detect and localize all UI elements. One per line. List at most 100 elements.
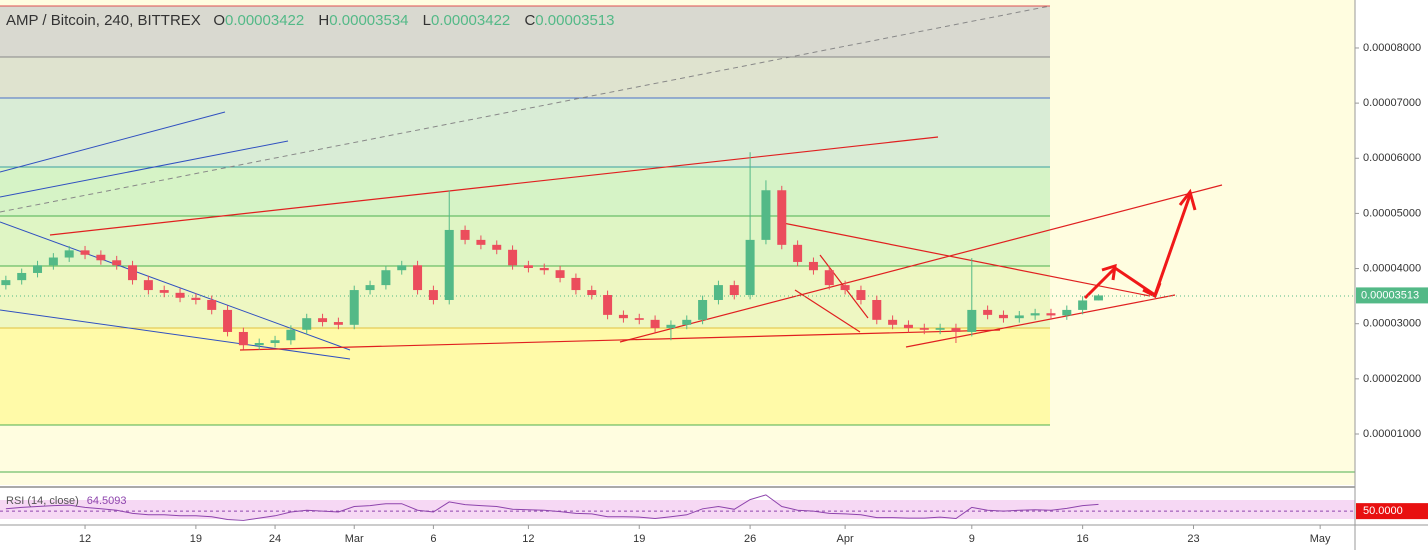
candle-body — [381, 270, 391, 286]
candle-body — [650, 319, 660, 329]
candle-body — [919, 328, 929, 330]
candle-body — [761, 190, 771, 240]
candle-body — [302, 318, 312, 330]
candle-body — [254, 343, 264, 346]
trend-line — [0, 140, 289, 198]
ohlc-value: 0.00003534 — [329, 12, 409, 29]
candle-body — [1046, 313, 1056, 316]
candle-body — [223, 309, 233, 332]
candle-body — [777, 190, 787, 245]
candle-body — [967, 309, 977, 332]
candle-body — [951, 328, 961, 332]
y-tick-label: 0.00001000 — [1363, 428, 1421, 440]
x-tick-label: Mar — [345, 533, 364, 545]
candle-body — [1030, 313, 1040, 316]
trend-line — [905, 294, 1176, 348]
x-tick-label: 19 — [633, 533, 645, 545]
candle-body — [286, 329, 296, 341]
candle-body — [349, 290, 359, 325]
x-tick-label: 23 — [1187, 533, 1199, 545]
x-tick-label: 16 — [1077, 533, 1089, 545]
candle-body — [80, 250, 90, 255]
rsi-header: RSI (14, close) 64.5093 — [6, 495, 127, 507]
ohlc-value: 0.00003422 — [224, 12, 305, 29]
ohlc-key: C — [524, 12, 536, 29]
ohlc-key: L — [422, 12, 432, 29]
rsi-level-label: 50.0000 — [1363, 505, 1403, 517]
drawings — [0, 5, 1355, 473]
candle-body — [888, 319, 898, 325]
candle-body — [1093, 295, 1103, 301]
rsi-value: 64.5093 — [86, 495, 127, 507]
fib-zone — [0, 167, 1050, 216]
candle-body — [856, 290, 866, 300]
candle-body — [476, 239, 486, 245]
y-tick-label: 0.00006000 — [1363, 152, 1421, 164]
candle-body — [460, 229, 470, 240]
trend-line — [0, 111, 226, 173]
trend-line — [619, 184, 1223, 343]
symbol-header: AMP / Bitcoin, 240, BITTREX O0.00003422 … — [6, 12, 625, 29]
candle-body — [1078, 300, 1088, 310]
candle-body — [1014, 315, 1024, 319]
candle-body — [618, 314, 628, 319]
candle-body — [333, 322, 343, 325]
candle-body — [428, 290, 438, 300]
candle-body — [444, 229, 454, 300]
candles — [1, 152, 1103, 350]
arrow-head — [1142, 282, 1162, 299]
candle-body — [508, 249, 518, 266]
candle-body — [17, 272, 27, 281]
candle-body — [539, 268, 549, 271]
symbol-title: AMP / Bitcoin, 240, BITTREX — [6, 12, 201, 29]
candle-body — [698, 299, 708, 320]
candle-body — [587, 290, 597, 296]
trend-line — [239, 329, 1001, 351]
candle-body — [555, 270, 565, 278]
fib-zone — [0, 98, 1050, 167]
candle-body — [143, 280, 153, 291]
trend-line — [0, 309, 351, 360]
trend-line — [0, 5, 1051, 213]
ohlc-key: H — [318, 12, 330, 29]
x-tick-label: Apr — [837, 533, 854, 545]
candle-body — [571, 277, 581, 291]
rsi-title: RSI (14, close) — [6, 495, 79, 507]
fib-zone — [0, 6, 1050, 57]
trend-line — [777, 221, 1151, 297]
candle-body — [935, 328, 945, 330]
candle-body — [1, 280, 11, 286]
candle-body — [840, 285, 850, 291]
candle-body — [112, 260, 122, 266]
candle-body — [64, 250, 74, 258]
candle-body — [238, 331, 248, 346]
x-tick-label: 12 — [522, 533, 534, 545]
candle-body — [1062, 309, 1072, 316]
candle-body — [48, 257, 58, 266]
x-tick-label: 6 — [430, 533, 436, 545]
candle-body — [745, 239, 755, 296]
candle-body — [998, 314, 1008, 319]
x-tick-label: May — [1310, 533, 1331, 545]
candle-body — [191, 297, 201, 300]
candle-body — [128, 265, 138, 281]
candle-body — [666, 324, 676, 329]
candle-body — [397, 265, 407, 271]
candle-body — [983, 309, 993, 315]
y-tick-label: 0.00002000 — [1363, 373, 1421, 385]
candle-body — [523, 265, 533, 269]
candle-body — [96, 254, 106, 261]
candle-body — [159, 290, 169, 293]
x-tick-label: 12 — [79, 533, 91, 545]
x-tick-label: 19 — [190, 533, 202, 545]
rsi-band — [0, 500, 1355, 519]
y-tick-label: 0.00007000 — [1363, 97, 1421, 109]
arrow-head — [1101, 263, 1117, 281]
candle-body — [793, 244, 803, 262]
candle-body — [634, 318, 644, 320]
y-tick-label: 0.00008000 — [1363, 42, 1421, 54]
trend-line — [794, 289, 861, 333]
x-tick-label: 24 — [269, 533, 281, 545]
